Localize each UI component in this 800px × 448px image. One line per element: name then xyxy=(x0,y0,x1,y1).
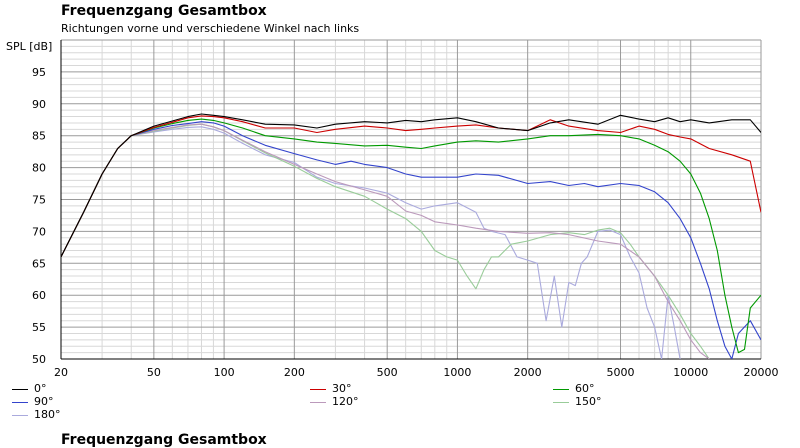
series-line-150deg xyxy=(61,123,710,359)
legend-label: 90° xyxy=(34,395,54,408)
y-tick-label: 55 xyxy=(32,321,46,334)
x-tick-label: 1000 xyxy=(443,366,471,379)
series-line-30deg xyxy=(61,115,761,258)
y-tick-label: 50 xyxy=(32,353,46,366)
legend-label: 180° xyxy=(34,408,61,421)
y-tick-label: 95 xyxy=(32,66,46,79)
next-chart-title: Frequenzgang Gesamtbox xyxy=(61,432,267,448)
x-tick-label: 10000 xyxy=(673,366,708,379)
x-tick-label: 100 xyxy=(214,366,235,379)
legend-label: 150° xyxy=(575,395,602,408)
y-tick-label: 75 xyxy=(32,194,46,207)
y-axis-label: SPL [dB] xyxy=(6,40,53,53)
series-line-120deg xyxy=(61,123,710,359)
series-line-0deg xyxy=(61,113,761,258)
legend-item: 120° xyxy=(310,395,359,408)
legend-item: 30° xyxy=(310,382,352,395)
x-tick-label: 200 xyxy=(284,366,305,379)
x-tick-label: 50 xyxy=(147,366,161,379)
legend-item: 60° xyxy=(553,382,595,395)
legend-swatch xyxy=(12,414,28,416)
y-tick-label: 70 xyxy=(32,225,46,238)
y-tick-label: 90 xyxy=(32,98,46,111)
y-tick-label: 85 xyxy=(32,130,46,143)
legend-swatch xyxy=(553,388,569,390)
x-tick-label: 2000 xyxy=(514,366,542,379)
series-line-90deg xyxy=(61,121,761,359)
y-tick-label: 60 xyxy=(32,289,46,302)
legend-item: 0° xyxy=(12,382,47,395)
legend-label: 120° xyxy=(332,395,359,408)
chart-subtitle: Richtungen vorne und verschiedene Winkel… xyxy=(61,22,360,35)
legend-swatch xyxy=(12,401,28,403)
legend-label: 30° xyxy=(332,382,352,395)
series-line-60deg xyxy=(61,118,761,354)
series-line-180deg xyxy=(61,126,681,359)
frequency-response-plot: 50 55 60 65 70 75 80 85 90 95 20 50 100 200 500 1000 200… xyxy=(32,39,779,379)
legend-item: 150° xyxy=(553,395,602,408)
legend-swatch xyxy=(310,388,326,390)
x-tick-label: 20 xyxy=(54,366,68,379)
chart-title: Frequenzgang Gesamtbox xyxy=(61,3,267,19)
legend-swatch xyxy=(12,388,28,390)
x-tick-label: 20000 xyxy=(744,366,779,379)
legend-item: 180° xyxy=(12,408,61,421)
legend-swatch xyxy=(553,401,569,403)
x-tick-label: 5000 xyxy=(607,366,635,379)
y-tick-label: 65 xyxy=(32,257,46,270)
legend-label: 60° xyxy=(575,382,595,395)
legend-label: 0° xyxy=(34,382,47,395)
y-tick-label: 80 xyxy=(32,162,46,175)
x-tick-label: 500 xyxy=(377,366,398,379)
legend: 0° 30° 60° 90° 120° 150° 180° xyxy=(0,382,800,426)
legend-swatch xyxy=(310,401,326,403)
legend-item: 90° xyxy=(12,395,54,408)
